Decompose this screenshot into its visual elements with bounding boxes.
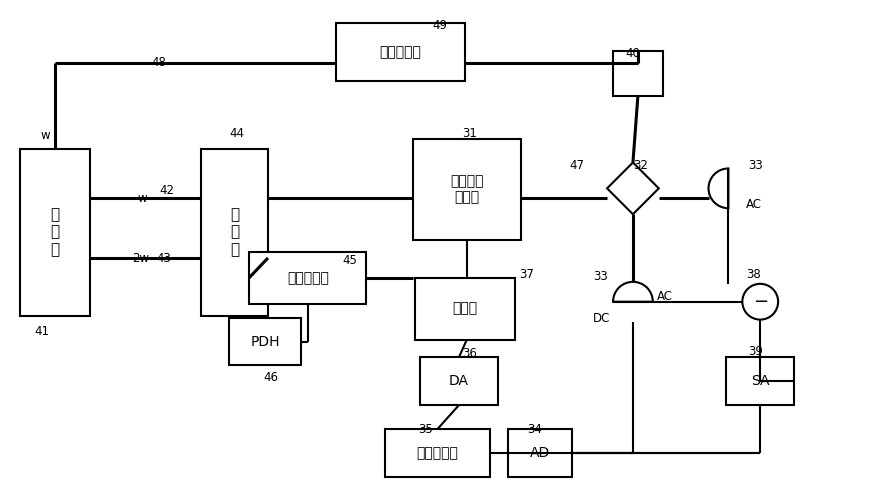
Text: 34: 34 [528, 423, 543, 436]
FancyBboxPatch shape [420, 358, 498, 405]
Text: w: w [41, 129, 50, 142]
Text: 第一移相器: 第一移相器 [380, 45, 421, 59]
Text: 32: 32 [633, 158, 648, 172]
Text: 2w: 2w [132, 252, 149, 265]
Text: 36: 36 [462, 348, 477, 361]
FancyBboxPatch shape [336, 23, 465, 81]
FancyBboxPatch shape [415, 278, 515, 340]
Text: w: w [137, 192, 147, 205]
Text: 33: 33 [748, 158, 763, 172]
Text: 41: 41 [34, 324, 49, 338]
Text: 光学参量
放大器: 光学参量 放大器 [450, 174, 484, 204]
FancyBboxPatch shape [385, 429, 490, 477]
Text: 降
噪
器: 降 噪 器 [230, 207, 240, 257]
Text: 38: 38 [746, 268, 761, 281]
Text: 42: 42 [159, 185, 174, 197]
Text: 激
光
器: 激 光 器 [50, 207, 60, 257]
Text: −: − [752, 293, 767, 311]
Text: DC: DC [593, 312, 611, 324]
Text: 39: 39 [748, 346, 763, 359]
Text: 43: 43 [157, 252, 172, 265]
Text: PDH: PDH [250, 334, 280, 349]
Text: 47: 47 [569, 158, 584, 172]
Text: 49: 49 [432, 19, 447, 32]
FancyBboxPatch shape [202, 148, 268, 316]
FancyBboxPatch shape [20, 148, 90, 316]
Text: 中央控制器: 中央控制器 [417, 446, 458, 460]
Text: AC: AC [746, 198, 762, 211]
Text: DA: DA [449, 374, 469, 388]
Text: 44: 44 [229, 127, 244, 140]
Text: 33: 33 [593, 270, 608, 283]
FancyBboxPatch shape [229, 317, 300, 365]
FancyBboxPatch shape [507, 429, 573, 477]
FancyBboxPatch shape [613, 51, 663, 96]
Text: 第二移相器: 第二移相器 [287, 271, 329, 285]
Text: 45: 45 [343, 254, 358, 267]
FancyBboxPatch shape [413, 139, 521, 240]
Text: 37: 37 [520, 268, 535, 281]
Text: SA: SA [751, 374, 769, 388]
FancyBboxPatch shape [249, 252, 366, 304]
Text: AC: AC [657, 290, 673, 303]
Text: 温控仪: 温控仪 [452, 302, 478, 316]
FancyBboxPatch shape [727, 358, 794, 405]
Text: AD: AD [529, 446, 550, 460]
Text: 46: 46 [263, 371, 278, 384]
Text: 35: 35 [418, 423, 433, 436]
Text: 40: 40 [625, 47, 640, 60]
Text: 48: 48 [152, 56, 167, 69]
Text: 31: 31 [462, 127, 477, 140]
